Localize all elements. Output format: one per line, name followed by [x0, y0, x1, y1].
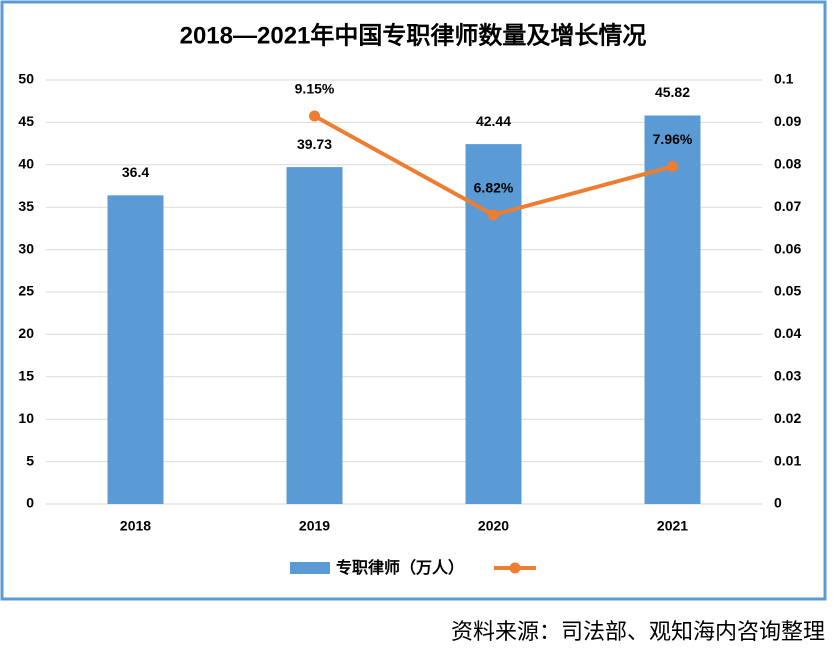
line-value-label: 9.15%: [295, 81, 335, 97]
bar-value-label: 42.44: [476, 113, 511, 129]
line-value-label: 6.82%: [474, 180, 514, 196]
bar: [107, 195, 164, 504]
bar: [465, 144, 522, 504]
x-tick-label: 2019: [299, 518, 330, 534]
legend-label: 专职律师（万人）: [336, 558, 464, 577]
y-tick-label: 15: [18, 368, 34, 384]
y-tick-label: 40: [18, 156, 34, 172]
y-tick-label: 0: [26, 495, 34, 511]
bar-value-label: 39.73: [297, 136, 332, 152]
y2-tick-label: 0.1: [774, 71, 794, 87]
x-tick-label: 2021: [657, 518, 688, 534]
legend-swatch: [290, 562, 330, 574]
y2-tick-label: 0.01: [774, 452, 801, 468]
y2-tick-label: 0.03: [774, 368, 801, 384]
y2-tick-label: 0: [774, 495, 782, 511]
y-tick-label: 10: [18, 410, 34, 426]
y-tick-label: 35: [18, 198, 34, 214]
chart-title: 2018—2021年中国专职律师数量及增长情况: [180, 21, 647, 49]
y-tick-label: 25: [18, 283, 34, 299]
y2-tick-label: 0.07: [774, 198, 801, 214]
y-tick-label: 20: [18, 325, 34, 341]
legend-marker: [509, 562, 521, 574]
y-tick-label: 50: [18, 71, 34, 87]
bar: [644, 115, 701, 504]
y-tick-label: 45: [18, 113, 34, 129]
source-note: 资料来源：司法部、观知海内咨询整理: [451, 619, 825, 644]
bar-value-label: 36.4: [122, 164, 149, 180]
y2-tick-label: 0.09: [774, 113, 801, 129]
y2-tick-label: 0.06: [774, 240, 801, 256]
x-tick-label: 2018: [120, 518, 151, 534]
x-tick-label: 2020: [478, 518, 509, 534]
y-tick-label: 5: [26, 452, 34, 468]
y-tick-label: 30: [18, 240, 34, 256]
y2-tick-label: 0.08: [774, 156, 801, 172]
y2-tick-label: 0.04: [774, 325, 801, 341]
y2-tick-label: 0.05: [774, 283, 801, 299]
line-value-label: 7.96%: [653, 131, 693, 147]
line-marker: [309, 110, 320, 122]
line-marker: [488, 209, 499, 221]
bar: [286, 167, 343, 504]
line-marker: [667, 160, 678, 172]
bar-value-label: 45.82: [655, 84, 690, 100]
y2-tick-label: 0.02: [774, 410, 801, 426]
